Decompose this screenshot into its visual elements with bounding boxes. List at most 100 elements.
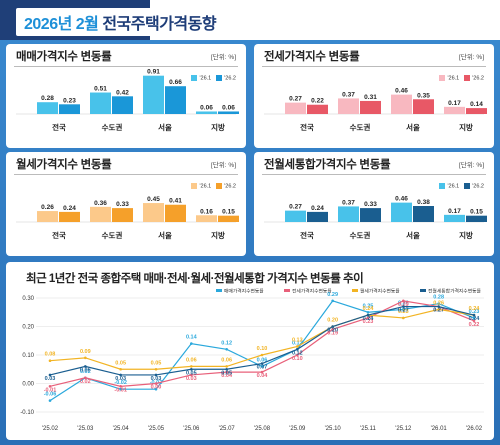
data-point <box>331 299 334 303</box>
data-label: 0.17 <box>448 100 461 107</box>
data-point <box>260 353 264 357</box>
point-label: 0.25 <box>363 303 374 309</box>
data-point <box>296 348 299 351</box>
bar <box>307 104 328 114</box>
data-label: 0.15 <box>222 209 235 216</box>
data-label: 0.36 <box>94 200 107 207</box>
point-label: 0.07 <box>257 365 268 371</box>
bar <box>218 111 239 114</box>
legend-swatch <box>420 289 426 292</box>
point-label: 0.22 <box>469 322 480 328</box>
point-label: 0.05 <box>151 360 162 366</box>
data-point <box>437 308 440 311</box>
bar <box>360 208 381 222</box>
data-point <box>402 305 405 308</box>
bar <box>196 111 217 114</box>
panel-sales: 매매가격지수 변동률 [단위: %] '26.1 '26.2 0.28 0.23 전국 0.5… <box>6 44 246 148</box>
point-label: 0.06 <box>186 357 197 363</box>
bar <box>218 215 239 222</box>
bar <box>444 214 465 222</box>
x-tick-label: '25.03 <box>77 426 94 432</box>
data-label: 0.28 <box>41 95 54 102</box>
x-tick-label: '25.05 <box>148 426 165 432</box>
legend-item: '26.1 <box>439 75 459 81</box>
data-point <box>119 387 122 391</box>
title-year: 2026년 2월 <box>24 16 99 33</box>
data-point <box>260 370 264 374</box>
x-tick-label: '25.11 <box>360 426 376 432</box>
data-label: 0.27 <box>289 96 302 103</box>
point-label: 0.24 <box>363 316 375 322</box>
trend-title: 최근 1년간 전국 종합주택 매매·전세·월세·전월세통합 가격지수 변동률 추… <box>26 273 364 285</box>
panel-divider <box>262 174 486 175</box>
legend-swatch <box>464 183 471 189</box>
data-point <box>119 373 122 377</box>
point-label: 0.10 <box>292 356 303 362</box>
page-title: 2026년 2월 전국주택가격동향 <box>16 8 225 36</box>
point-label: 0.20 <box>327 328 338 334</box>
bar <box>143 203 164 222</box>
category-label: 전국 <box>52 230 66 240</box>
data-point <box>48 373 52 377</box>
bar-chart: 0.27 0.22 전국 0.37 0.31 수도권 0.46 0.35 서울 0.17 0.14 지… <box>264 88 487 132</box>
data-point <box>260 365 264 368</box>
data-label: 0.26 <box>41 204 54 211</box>
data-label: 0.24 <box>311 205 324 212</box>
x-tick-label: '25.06 <box>183 426 200 432</box>
point-label: 0.04 <box>257 373 269 379</box>
data-point <box>331 325 334 328</box>
point-label: 0.29 <box>327 292 338 298</box>
bar <box>59 211 80 222</box>
data-point <box>366 316 370 320</box>
point-label: 0.09 <box>80 349 91 355</box>
point-label: 0.14 <box>186 335 198 341</box>
category-label: 지방 <box>211 230 225 240</box>
title-rest: 전국주택가격동향 <box>98 16 217 33</box>
point-label: 0.06 <box>80 367 91 373</box>
data-point <box>296 353 299 357</box>
data-point <box>225 367 228 371</box>
data-point <box>190 373 193 377</box>
data-point <box>402 308 405 311</box>
data-point <box>366 313 370 317</box>
data-point <box>119 367 122 371</box>
point-label: 0.19 <box>327 330 338 336</box>
data-label: 0.46 <box>395 88 408 95</box>
panel-wolse: 월세가격지수 변동률 [단위: %] '26.1 '26.2 0.26 0.24 전국 0.3… <box>6 152 246 256</box>
point-label: 0.05 <box>115 360 126 366</box>
point-label: 0.03 <box>115 376 126 382</box>
data-label: 0.06 <box>200 104 213 111</box>
point-label: 0.27 <box>433 308 444 314</box>
data-label: 0.45 <box>147 196 160 203</box>
point-label: 0.05 <box>221 370 232 376</box>
legend-item: '26.2 <box>464 75 484 81</box>
data-point <box>154 387 158 391</box>
bar <box>413 206 434 222</box>
data-label: 0.91 <box>147 69 160 76</box>
legend-swatch <box>464 75 471 81</box>
bar <box>90 206 111 222</box>
x-tick-label: '25.02 <box>42 426 59 432</box>
point-label: 0.06 <box>257 357 268 363</box>
x-tick-label: '25.04 <box>113 426 130 432</box>
bar <box>307 211 328 222</box>
panel-divider <box>14 174 238 175</box>
data-point <box>154 367 158 371</box>
point-label: 0.26 <box>433 300 444 306</box>
point-label: 0.27 <box>398 308 409 314</box>
panel-title: 월세가격지수 변동률 <box>16 159 112 171</box>
bar <box>196 215 217 222</box>
data-point <box>225 370 228 374</box>
point-label: 0.03 <box>151 376 162 382</box>
legend-item: '26.1 <box>191 183 211 189</box>
legend-label: '26.1 <box>447 75 460 82</box>
bar <box>391 94 412 114</box>
legend-item: '26.1 <box>191 75 211 81</box>
data-point <box>437 302 440 305</box>
point-label: 0.12 <box>292 350 303 356</box>
panel-divider <box>262 66 486 67</box>
data-label: 0.42 <box>116 89 129 96</box>
data-label: 0.51 <box>94 86 107 93</box>
y-tick-label: -0.10 <box>20 410 34 416</box>
